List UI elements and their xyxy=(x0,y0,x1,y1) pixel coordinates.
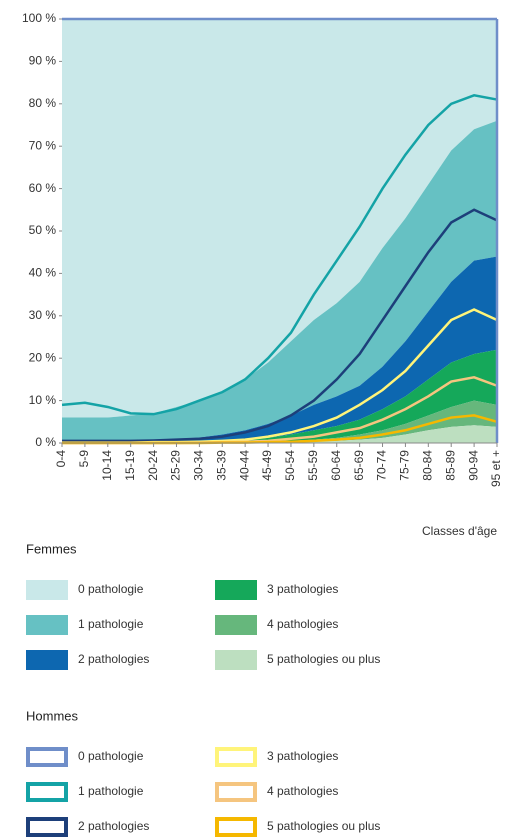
x-axis-title: Classes d'âge xyxy=(422,524,497,538)
plot-area xyxy=(61,17,498,445)
y-tick-label: 90 % xyxy=(29,54,57,68)
legend-label: 3 pathologies xyxy=(267,749,338,763)
y-tick-label: 80 % xyxy=(29,96,57,110)
x-tick-label: 35-39 xyxy=(214,450,228,481)
line xyxy=(62,208,498,443)
x-tick-label: 50-54 xyxy=(283,450,297,481)
x-tick-label: 85-89 xyxy=(443,450,457,481)
legend-swatch xyxy=(26,817,68,837)
legend-swatch xyxy=(26,650,68,670)
legend-swatch xyxy=(215,817,257,837)
legend-label: 0 pathologie xyxy=(78,749,144,763)
x-tick-label: 70-74 xyxy=(375,450,389,481)
legend-label: 1 pathologie xyxy=(78,784,144,798)
legend-label: 2 pathologies xyxy=(78,819,149,833)
legend-title: Hommes xyxy=(26,708,79,723)
x-tick-label: 75-79 xyxy=(398,450,412,481)
y-tick-label: 10 % xyxy=(29,393,57,407)
area xyxy=(62,349,497,443)
y-tick-label: 30 % xyxy=(29,308,57,322)
legend-label: 3 pathologies xyxy=(267,582,338,596)
area xyxy=(62,19,497,418)
legend-swatch xyxy=(26,747,68,767)
legend-swatch xyxy=(26,580,68,600)
x-tick-label: 25-29 xyxy=(169,450,183,481)
x-tick-label: 80-84 xyxy=(420,450,434,481)
legend-swatch xyxy=(215,782,257,802)
y-tick-label: 50 % xyxy=(29,223,57,237)
y-tick-label: 40 % xyxy=(29,266,57,280)
y-tick-label: 100 % xyxy=(22,11,56,25)
x-tick-label: 55-59 xyxy=(306,450,320,481)
x-tick-label: 10-14 xyxy=(100,450,114,481)
legend-label: 5 pathologies ou plus xyxy=(267,819,380,833)
x-tick-label: 15-19 xyxy=(123,450,137,481)
y-tick-label: 20 % xyxy=(29,350,57,364)
legend-swatch xyxy=(215,615,257,635)
area xyxy=(62,425,497,443)
legend-swatch xyxy=(215,650,257,670)
legend-label: 1 pathologie xyxy=(78,617,144,631)
x-tick-label: 60-64 xyxy=(329,450,343,481)
legend-label: 5 pathologies ou plus xyxy=(267,652,380,666)
x-tick-label: 95 et + xyxy=(489,450,503,487)
legend-swatch xyxy=(215,747,257,767)
area xyxy=(62,256,497,443)
x-tick-label: 20-24 xyxy=(146,450,160,481)
x-tick-label: 5-9 xyxy=(77,450,91,468)
legend-title: Femmes xyxy=(26,541,77,556)
x-tick-label: 65-69 xyxy=(352,450,366,481)
x-tick-label: 90-94 xyxy=(466,450,480,481)
x-tick-label: 45-49 xyxy=(260,450,274,481)
line xyxy=(61,94,498,416)
y-tick-label: 60 % xyxy=(29,181,57,195)
y-tick-label: 0 % xyxy=(35,435,56,449)
legend-swatch xyxy=(215,580,257,600)
x-tick-label: 30-34 xyxy=(192,450,206,481)
legend-swatch xyxy=(26,615,68,635)
legend-label: 2 pathologies xyxy=(78,652,149,666)
legend-label: 4 pathologies xyxy=(267,617,338,631)
x-tick-label: 40-44 xyxy=(237,450,251,481)
legend-swatch xyxy=(26,782,68,802)
legend-label: 4 pathologies xyxy=(267,784,338,798)
x-tick-label: 0-4 xyxy=(54,450,68,468)
legend-label: 0 pathologie xyxy=(78,582,144,596)
y-tick-label: 70 % xyxy=(29,138,57,152)
